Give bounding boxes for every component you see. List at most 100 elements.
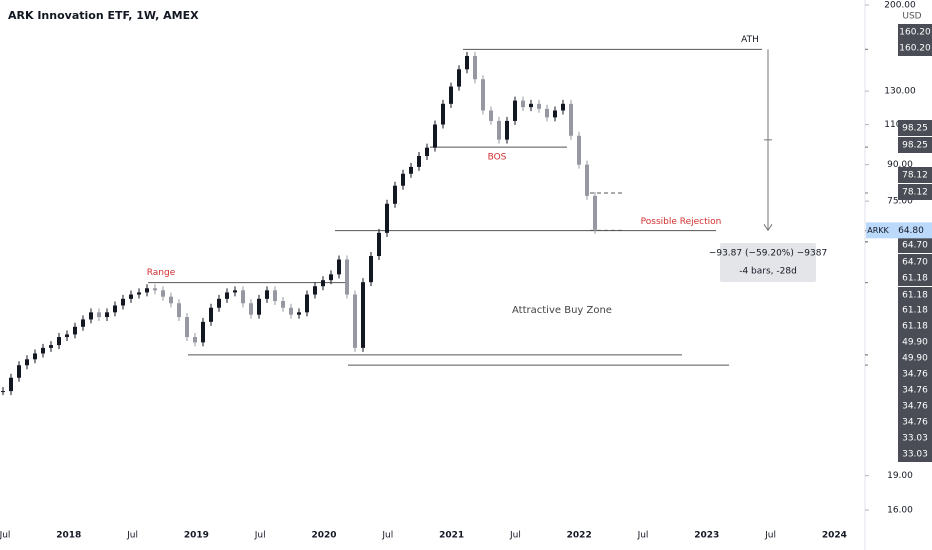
candle <box>281 301 285 308</box>
candle <box>65 334 69 338</box>
x-tick-label: Jul <box>764 531 776 541</box>
candle <box>17 365 21 378</box>
candle <box>225 292 229 299</box>
price-label: 64.70 <box>902 241 928 251</box>
candle <box>409 166 413 174</box>
last-price-label: 64.80 <box>898 226 924 236</box>
price-label-box <box>898 446 932 462</box>
candle <box>545 108 549 118</box>
candle <box>561 103 565 111</box>
y-tick-label: 200.00 <box>884 1 916 11</box>
candle <box>209 307 213 322</box>
x-tick-label: 2024 <box>822 531 847 541</box>
price-label: 49.90 <box>902 338 928 348</box>
candle <box>81 319 85 327</box>
x-tick-label: 2023 <box>694 531 719 541</box>
candle <box>321 280 325 287</box>
x-tick-label: Jul <box>254 531 266 541</box>
price-label-box <box>898 120 932 136</box>
zone-label: Attractive Buy Zone <box>512 305 612 316</box>
candle <box>497 120 501 140</box>
y-tick-label: 130.00 <box>884 87 916 97</box>
level-label: BOS <box>488 153 507 163</box>
candle <box>401 173 405 186</box>
x-tick-label: Jul <box>126 531 138 541</box>
candle <box>169 296 173 304</box>
candle <box>113 305 117 313</box>
price-label: 34.76 <box>902 370 928 380</box>
chart-title: ARK Innovation ETF, 1W, AMEX <box>8 9 199 22</box>
candle <box>105 312 109 318</box>
candle <box>585 164 589 196</box>
symbol-box <box>866 222 890 239</box>
candle <box>553 110 557 118</box>
candle <box>449 86 453 104</box>
candle <box>457 69 461 87</box>
candle <box>129 294 133 299</box>
candle <box>289 307 293 315</box>
candle <box>465 55 469 70</box>
price-label-box <box>898 184 932 200</box>
candle <box>273 290 277 302</box>
price-label: 78.12 <box>902 188 928 198</box>
x-tick-label: 2022 <box>567 531 592 541</box>
level-label: ATH <box>741 35 759 45</box>
candle <box>329 274 333 281</box>
price-label-box <box>898 24 932 40</box>
price-label-box <box>898 270 932 286</box>
candle <box>513 100 517 121</box>
y-tick-label: 75.00 <box>887 197 913 207</box>
candle <box>417 155 421 167</box>
price-label: 61.18 <box>902 291 928 301</box>
x-tick-label: 2021 <box>439 531 464 541</box>
level-label: Range <box>147 268 176 278</box>
y-tick-label: 19.00 <box>887 471 913 481</box>
price-label: 34.76 <box>902 418 928 428</box>
x-tick-label: 2020 <box>311 531 336 541</box>
candle <box>353 294 357 348</box>
price-label: 64.70 <box>902 258 928 268</box>
price-label-box <box>898 318 932 334</box>
measure-arrowhead <box>763 224 773 232</box>
candle <box>57 337 61 346</box>
last-price-box <box>890 222 932 239</box>
candle <box>505 120 509 140</box>
price-label: 34.76 <box>902 402 928 412</box>
candle <box>1 391 5 393</box>
price-label-box <box>898 287 932 303</box>
measure-text: −93.87 (−59.20%) −9387 <box>709 249 827 259</box>
x-tick-label: 2019 <box>184 531 209 541</box>
candle <box>361 282 365 348</box>
candle <box>537 103 541 109</box>
measure-box <box>720 243 816 282</box>
price-label-box <box>898 366 932 382</box>
level-label: Possible Rejection <box>641 217 722 227</box>
y-tick-label: 16.00 <box>887 506 913 516</box>
measure-text: -4 bars, -28d <box>739 267 797 277</box>
candle <box>257 298 261 315</box>
candle <box>529 103 533 108</box>
candle <box>201 321 205 343</box>
candle <box>313 286 317 295</box>
candle <box>377 232 381 256</box>
price-label: 61.18 <box>902 306 928 316</box>
candle <box>193 337 197 343</box>
price-label: 61.18 <box>902 322 928 332</box>
price-label-box <box>898 382 932 398</box>
symbol-label: ARKK <box>867 226 889 235</box>
candle <box>145 288 149 293</box>
x-tick-label: Jul <box>0 531 10 541</box>
candle <box>297 312 301 315</box>
candle <box>89 312 93 320</box>
price-label-box <box>898 237 932 253</box>
price-label-box <box>898 302 932 318</box>
candle <box>177 303 181 318</box>
candle <box>153 288 157 291</box>
price-label: 61.18 <box>902 274 928 284</box>
price-label-box <box>898 40 932 56</box>
candle <box>473 55 477 80</box>
candle <box>161 290 165 297</box>
price-label-box <box>898 167 932 183</box>
price-label: 98.25 <box>902 124 928 134</box>
